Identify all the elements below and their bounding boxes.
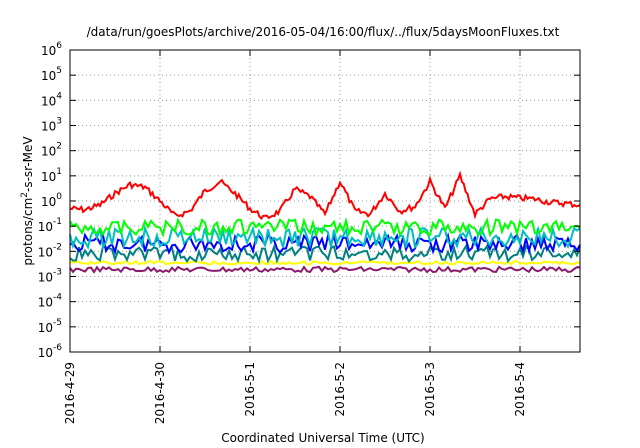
y-tick-base: 10 — [41, 94, 56, 108]
y-tick-label: 106 — [41, 41, 62, 58]
x-tick-label: 2016-5-4 — [513, 362, 527, 416]
y-tick-exponent: -2 — [53, 242, 62, 252]
grid — [70, 50, 580, 352]
y-tick-exponent: 2 — [56, 142, 62, 152]
y-tick-label: 103 — [41, 117, 62, 134]
y-tick-base: 10 — [38, 271, 53, 285]
y-tick-exponent: -1 — [53, 217, 62, 227]
y-tick-base: 10 — [41, 170, 56, 184]
y-tick-label: 10-5 — [38, 318, 62, 335]
y-tick-label: 104 — [41, 91, 62, 108]
series-line — [69, 170, 581, 221]
x-tick-label: 2016-5-2 — [333, 362, 347, 416]
y-tick-exponent: -6 — [53, 343, 62, 353]
y-tick-base: 10 — [41, 120, 56, 134]
y-axis-label-rest: -s-sr-MeV — [21, 136, 35, 192]
y-tick-exponent: 5 — [56, 66, 62, 76]
y-tick-base: 10 — [38, 245, 53, 259]
y-tick-label: 10-1 — [38, 217, 62, 234]
y-tick-exponent: 1 — [56, 167, 62, 177]
series-line — [69, 259, 581, 266]
y-axis-label: protons/cm2-s-sr-MeV — [20, 136, 35, 266]
y-tick-exponent: -3 — [53, 268, 62, 278]
y-tick-base: 10 — [41, 69, 56, 83]
y-tick-base: 10 — [38, 220, 53, 234]
y-axis-label-superscript: 2 — [20, 192, 30, 198]
series-line — [69, 243, 581, 265]
y-tick-label: 10-2 — [38, 242, 62, 259]
y-tick-exponent: 0 — [56, 192, 62, 202]
chart-title: /data/run/goesPlots/archive/2016-05-04/1… — [87, 25, 560, 39]
x-tick-label: 2016-5-3 — [423, 362, 437, 416]
y-tick-base: 10 — [41, 44, 56, 58]
y-tick-base: 10 — [38, 296, 53, 310]
y-axis: 10-610-510-410-310-210-11001011021031041… — [38, 41, 580, 360]
y-tick-label: 10-6 — [38, 343, 63, 360]
y-tick-label: 105 — [41, 66, 62, 83]
y-tick-exponent: -4 — [53, 293, 62, 303]
x-tick-label: 2016-4-29 — [63, 362, 77, 424]
y-tick-exponent: -5 — [53, 318, 62, 328]
y-axis-label-main: protons/cm — [21, 198, 35, 266]
y-tick-exponent: 4 — [56, 91, 62, 101]
y-tick-label: 100 — [41, 192, 62, 209]
x-axis-label: Coordinated Universal Time (UTC) — [221, 431, 424, 445]
series-layer — [69, 170, 581, 274]
y-tick-label: 101 — [41, 167, 62, 184]
y-tick-label: 10-3 — [38, 268, 62, 285]
series-line — [69, 224, 581, 250]
x-axis: 2016-4-29 2016-4-30 2016-5-1 2016-5-2 2016-5… — [63, 50, 527, 424]
y-tick-base: 10 — [41, 195, 56, 209]
x-tick-label: 2016-4-30 — [153, 362, 167, 424]
y-tick-base: 10 — [38, 321, 53, 335]
series-line — [69, 216, 581, 238]
series-line — [69, 265, 581, 274]
y-tick-label: 102 — [41, 142, 62, 159]
y-tick-base: 10 — [38, 346, 53, 360]
x-tick-label: 2016-5-1 — [243, 362, 257, 416]
y-tick-exponent: 6 — [56, 41, 62, 51]
y-tick-exponent: 3 — [56, 117, 62, 127]
y-tick-label: 10-4 — [38, 293, 63, 310]
y-tick-base: 10 — [41, 145, 56, 159]
